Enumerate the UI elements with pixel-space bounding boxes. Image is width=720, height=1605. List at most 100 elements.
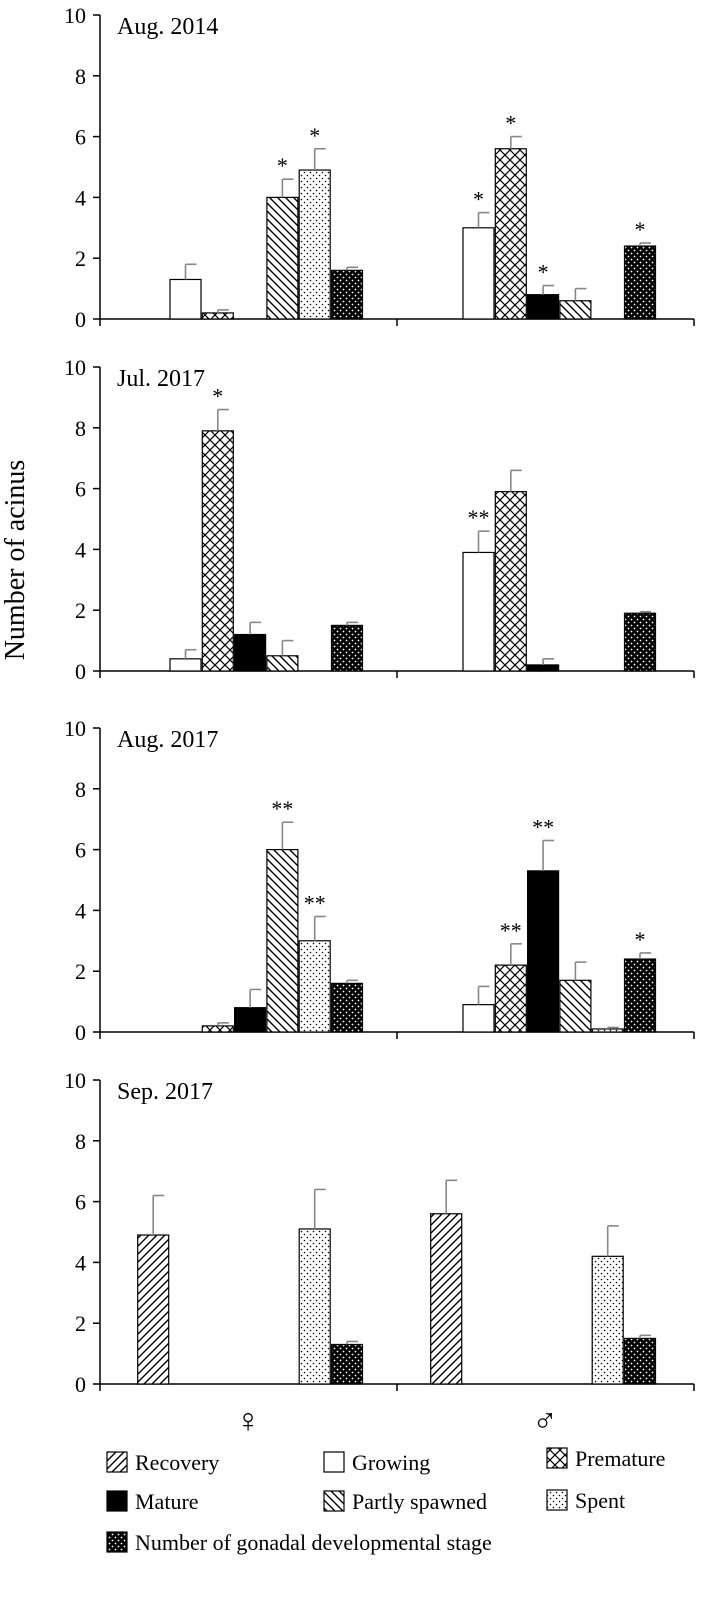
- significance-mark: **: [500, 918, 522, 943]
- bar-black-dots: [330, 624, 364, 672]
- y-tick-label: 4: [75, 898, 86, 923]
- bar-back-hatch: [559, 979, 592, 1033]
- y-tick-label: 8: [75, 777, 86, 802]
- bar-crosshatch: [494, 964, 527, 1033]
- panel-4: 0 2 4 6 8 10 Sep. 2017: [64, 1068, 695, 1397]
- significance-mark: **: [468, 505, 490, 530]
- bar-crosshatch: [494, 491, 527, 672]
- legend-swatch: [546, 1489, 568, 1511]
- y-tick-label: 2: [75, 246, 86, 271]
- y-tick-label: 6: [75, 477, 86, 502]
- legend-item: Number of gonadal developmental stage: [106, 1530, 492, 1555]
- bar-dots: [298, 169, 331, 320]
- significance-mark: *: [309, 123, 320, 148]
- bar-black-dots: [623, 1337, 657, 1385]
- legend-swatch: [323, 1451, 345, 1473]
- legend-label: Premature: [575, 1446, 665, 1471]
- legend-swatch: [106, 1531, 128, 1553]
- bar-dots: [591, 1255, 624, 1385]
- bar-black: [234, 633, 267, 672]
- y-tick-label: 4: [75, 1250, 86, 1275]
- bar-dots: [591, 1028, 624, 1033]
- y-tick-label: 4: [75, 185, 86, 210]
- panel-title: Aug. 2017: [117, 727, 218, 753]
- y-tick-label: 10: [64, 716, 86, 741]
- panel-title: Aug. 2014: [117, 14, 218, 40]
- bar-crosshatch: [201, 430, 234, 672]
- legend-swatch: [106, 1490, 128, 1512]
- legend-label: Mature: [135, 1489, 199, 1514]
- bar-black-dots: [330, 982, 364, 1033]
- legend-label: Partly spawned: [352, 1489, 487, 1514]
- y-tick-label: 10: [64, 3, 86, 28]
- y-tick-label: 0: [75, 659, 86, 684]
- significance-mark: *: [505, 111, 516, 136]
- y-tick-label: 6: [75, 125, 86, 150]
- bar-black-dots: [623, 958, 657, 1033]
- legend-label: Number of gonadal developmental stage: [135, 1530, 492, 1555]
- category-labels: ♀ ♂: [235, 1403, 558, 1440]
- bar-black: [526, 294, 560, 320]
- bar-back-hatch: [266, 655, 299, 672]
- legend-label: Growing: [352, 1450, 430, 1475]
- bar-black: [526, 870, 560, 1033]
- bar-crosshatch: [201, 1025, 234, 1033]
- y-tick-label: 10: [64, 1068, 86, 1093]
- significance-mark: *: [473, 187, 484, 212]
- significance-mark: *: [538, 260, 549, 285]
- significance-mark: **: [532, 814, 554, 839]
- significance-mark: *: [277, 153, 288, 178]
- y-tick-label: 2: [75, 1311, 86, 1336]
- y-tick-label: 2: [75, 598, 86, 623]
- bar-white: [462, 1004, 495, 1033]
- y-tick-label: 0: [75, 307, 86, 332]
- significance-mark: *: [212, 384, 223, 409]
- legend-label: Recovery: [135, 1450, 219, 1475]
- y-tick-label: 6: [75, 1190, 86, 1215]
- legend-label: Spent: [575, 1488, 625, 1513]
- y-tick-label: 10: [64, 355, 86, 380]
- bar-white: [462, 551, 495, 672]
- bar-dots: [298, 940, 331, 1033]
- bar-back-hatch: [266, 196, 299, 320]
- significance-mark: **: [304, 890, 326, 915]
- y-tick-label: 6: [75, 838, 86, 863]
- panel-1: 0 2 4 6 8 10 Aug. 2014 * * * * * *: [64, 3, 695, 332]
- bar-crosshatch: [494, 148, 527, 320]
- category-label: ♂: [532, 1403, 558, 1440]
- legend-item: Growing: [323, 1450, 430, 1475]
- y-tick-label: 0: [75, 1372, 86, 1397]
- y-tick-label: 8: [75, 64, 86, 89]
- legend-item: Partly spawned: [323, 1489, 487, 1514]
- significance-mark: *: [635, 217, 646, 242]
- bar-black-dots: [330, 1343, 364, 1385]
- legend: Recovery Growing Premature Mature Partly spa…: [106, 1446, 665, 1555]
- significance-mark: *: [635, 927, 646, 952]
- bar-dots: [298, 1228, 331, 1385]
- bar-white: [169, 658, 202, 672]
- y-tick-label: 8: [75, 1129, 86, 1154]
- bar-back-hatch: [559, 300, 592, 320]
- bar-white: [462, 227, 495, 320]
- legend-swatch: [106, 1451, 128, 1473]
- bar-white: [169, 278, 202, 320]
- category-label: ♀: [235, 1403, 261, 1440]
- legend-item: Mature: [106, 1489, 199, 1514]
- bar-fwd-hatch: [430, 1213, 463, 1385]
- legend-swatch: [323, 1490, 345, 1512]
- legend-swatch: [546, 1447, 568, 1469]
- bar-black-dots: [623, 245, 657, 320]
- y-tick-label: 8: [75, 416, 86, 441]
- legend-item: Spent: [546, 1488, 625, 1513]
- legend-item: Premature: [546, 1446, 665, 1471]
- y-tick-label: 4: [75, 537, 86, 562]
- bar-fwd-hatch: [137, 1234, 170, 1385]
- bar-black: [526, 664, 560, 672]
- legend-item: Recovery: [106, 1450, 219, 1475]
- bar-back-hatch: [266, 848, 299, 1033]
